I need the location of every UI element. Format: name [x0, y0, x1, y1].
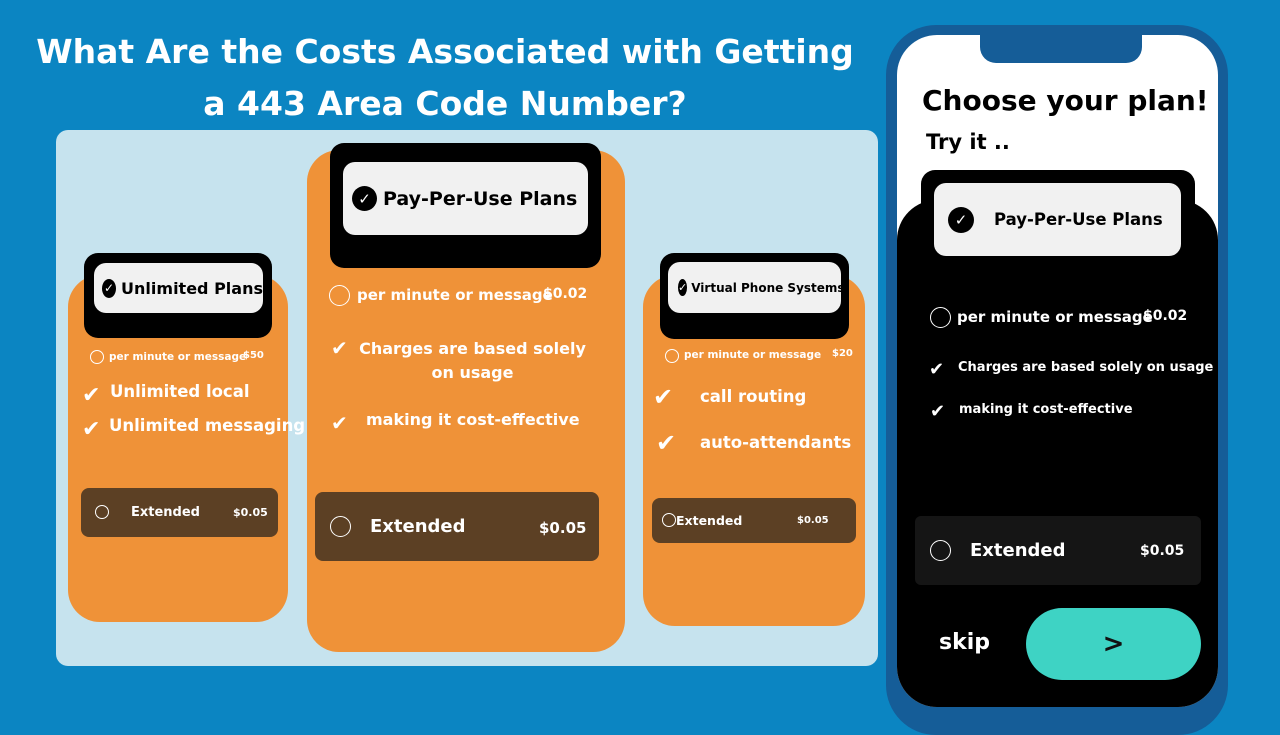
- phone-extended-option[interactable]: Extended $0.05: [915, 516, 1201, 585]
- radio-empty-icon[interactable]: [930, 307, 951, 328]
- page-title: What Are the Costs Associated with Getti…: [36, 32, 854, 123]
- phone-subheading: Try it ..: [926, 130, 1010, 154]
- feature-item: Unlimited local: [110, 382, 250, 401]
- checkmark-icon: ✔: [82, 383, 101, 408]
- extended-option[interactable]: Extended $0.05: [81, 488, 278, 537]
- phone-plan-option[interactable]: ✓ Pay-Per-Use Plans: [934, 183, 1181, 256]
- radio-empty-icon: [330, 516, 351, 537]
- radio-empty-icon[interactable]: [665, 349, 679, 363]
- feature-item: Charges are based solely on usage: [958, 360, 1214, 375]
- radio-empty-icon[interactable]: [329, 285, 350, 306]
- feature-item: making it cost-effective: [366, 410, 580, 429]
- rate-price: $0.02: [543, 286, 588, 302]
- feature-item: Charges are based solely on usage: [359, 339, 586, 382]
- checkmark-icon: ✔: [656, 429, 677, 457]
- feature-item: call routing: [700, 387, 807, 406]
- checkmark-icon: ✔: [331, 336, 348, 360]
- rate-price: $0.02: [1143, 308, 1188, 324]
- check-circle-icon: ✓: [102, 278, 117, 298]
- rate-label: per minute or message: [957, 308, 1153, 326]
- rate-price: $20: [832, 348, 853, 359]
- rate-price: $50: [243, 350, 264, 361]
- feature-item: making it cost-effective: [959, 402, 1133, 417]
- checkmark-icon: ✔: [653, 383, 674, 411]
- next-button[interactable]: >: [1026, 608, 1201, 680]
- check-circle-icon: ✓: [678, 279, 688, 296]
- extended-option[interactable]: Extended $0.05: [652, 498, 856, 543]
- extended-option[interactable]: Extended $0.05: [315, 492, 599, 561]
- rate-label: per minute or message: [684, 349, 822, 361]
- plan-option-pay-per-use[interactable]: ✓ Pay-Per-Use Plans: [343, 162, 588, 235]
- checkmark-icon: ✔: [82, 417, 101, 442]
- feature-item: Unlimited messaging: [109, 416, 306, 435]
- plan-option-unlimited[interactable]: ✓ Unlimited Plans: [94, 263, 263, 313]
- radio-empty-icon: [662, 513, 676, 527]
- check-circle-icon: ✓: [352, 186, 377, 211]
- phone-notch: [980, 35, 1142, 63]
- arrow-right-icon: >: [1102, 629, 1125, 659]
- check-circle-icon: ✓: [948, 206, 974, 233]
- checkmark-icon: ✔: [331, 411, 348, 435]
- radio-empty-icon: [930, 540, 951, 561]
- checkmark-icon: ✔: [930, 401, 946, 422]
- plan-option-virtual-phone[interactable]: ✓ Virtual Phone Systems: [668, 262, 841, 313]
- rate-label: per minute or message: [357, 286, 553, 304]
- phone-heading: Choose your plan!: [922, 84, 1209, 117]
- radio-empty-icon[interactable]: [90, 350, 104, 364]
- skip-button[interactable]: skip: [939, 630, 991, 655]
- checkmark-icon: ✔: [929, 359, 945, 380]
- feature-item: auto-attendants: [700, 433, 852, 452]
- radio-empty-icon: [95, 505, 109, 519]
- rate-label: per minute or message: [109, 351, 247, 363]
